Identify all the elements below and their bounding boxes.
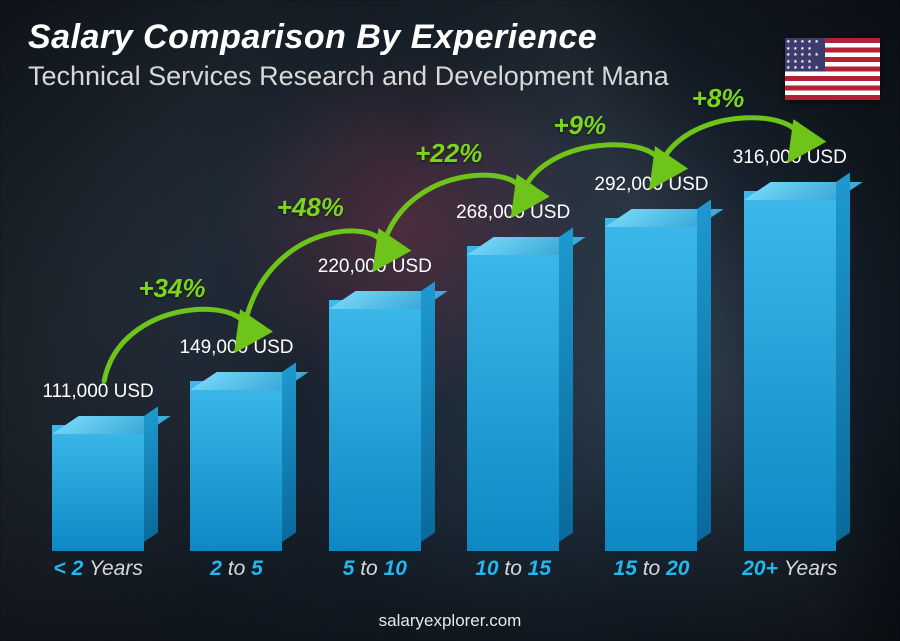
x-axis-label: 20+ Years xyxy=(730,557,850,581)
x-axis-label: < 2 Years xyxy=(38,557,158,581)
chart-area: 111,000 USD149,000 USD220,000 USD268,000… xyxy=(38,120,850,581)
bar-slot: 220,000 USD xyxy=(315,300,435,551)
growth-arc-label: +48% xyxy=(277,192,344,223)
xlabel-b: 20 xyxy=(666,557,689,580)
footer-credit: salaryexplorer.com xyxy=(0,611,900,631)
growth-arc-label: +8% xyxy=(692,83,745,114)
chart-subtitle: Technical Services Research and Developm… xyxy=(28,61,880,92)
bar-side-face xyxy=(836,173,850,542)
xlabel-mid: to xyxy=(643,557,661,580)
xlabel-a: < 2 xyxy=(54,557,84,580)
bar xyxy=(605,218,697,551)
bar xyxy=(329,300,421,551)
xlabel-b: 15 xyxy=(528,557,551,580)
header: Salary Comparison By Experience Technica… xyxy=(28,18,880,92)
xlabel-mid: to xyxy=(504,557,522,580)
bar-front xyxy=(467,246,559,551)
bar-slot: 111,000 USD xyxy=(38,425,158,551)
bar-front xyxy=(52,425,144,551)
chart-title: Salary Comparison By Experience xyxy=(28,18,880,57)
bar-slot: 292,000 USD xyxy=(591,218,711,551)
bar-side-face xyxy=(697,200,711,542)
bar-value-label: 316,000 USD xyxy=(710,147,870,169)
bar-value-label: 292,000 USD xyxy=(571,174,731,196)
bar-side-face xyxy=(559,228,573,542)
xlabel-b: Years xyxy=(89,557,143,580)
x-axis: < 2 Years2 to 55 to 1010 to 1515 to 2020… xyxy=(38,557,850,581)
bar xyxy=(467,246,559,551)
xlabel-b: 10 xyxy=(384,557,407,580)
bars-container: 111,000 USD149,000 USD220,000 USD268,000… xyxy=(38,131,850,551)
bar-value-label: 111,000 USD xyxy=(18,381,178,403)
xlabel-a: 5 xyxy=(343,557,355,580)
growth-arc-label: +34% xyxy=(138,273,205,304)
xlabel-a: 10 xyxy=(475,557,498,580)
bar-slot: 268,000 USD xyxy=(453,246,573,551)
x-axis-label: 5 to 10 xyxy=(315,557,435,581)
bar-front xyxy=(190,381,282,551)
bar-slot: 149,000 USD xyxy=(176,381,296,551)
xlabel-b: 5 xyxy=(251,557,263,580)
bar-front xyxy=(744,191,836,551)
bar xyxy=(190,381,282,551)
bar xyxy=(744,191,836,551)
bar-value-label: 149,000 USD xyxy=(156,337,316,359)
bar-front xyxy=(605,218,697,551)
growth-arc-label: +9% xyxy=(553,110,606,141)
bar-slot: 316,000 USD xyxy=(730,191,850,551)
xlabel-a: 15 xyxy=(614,557,637,580)
growth-arc-label: +22% xyxy=(415,138,482,169)
xlabel-b: Years xyxy=(784,557,838,580)
bar-value-label: 268,000 USD xyxy=(433,202,593,224)
x-axis-label: 15 to 20 xyxy=(591,557,711,581)
xlabel-a: 2 xyxy=(210,557,222,580)
bar-side-face xyxy=(421,282,435,542)
us-flag-icon xyxy=(785,38,880,100)
xlabel-mid: to xyxy=(228,557,246,580)
bar-front xyxy=(329,300,421,551)
x-axis-label: 10 to 15 xyxy=(453,557,573,581)
bar-value-label: 220,000 USD xyxy=(295,256,455,278)
bar-side-face xyxy=(144,407,158,542)
xlabel-mid: to xyxy=(360,557,378,580)
bar xyxy=(52,425,144,551)
x-axis-label: 2 to 5 xyxy=(176,557,296,581)
xlabel-a: 20+ xyxy=(742,557,778,580)
bar-side-face xyxy=(282,363,296,542)
